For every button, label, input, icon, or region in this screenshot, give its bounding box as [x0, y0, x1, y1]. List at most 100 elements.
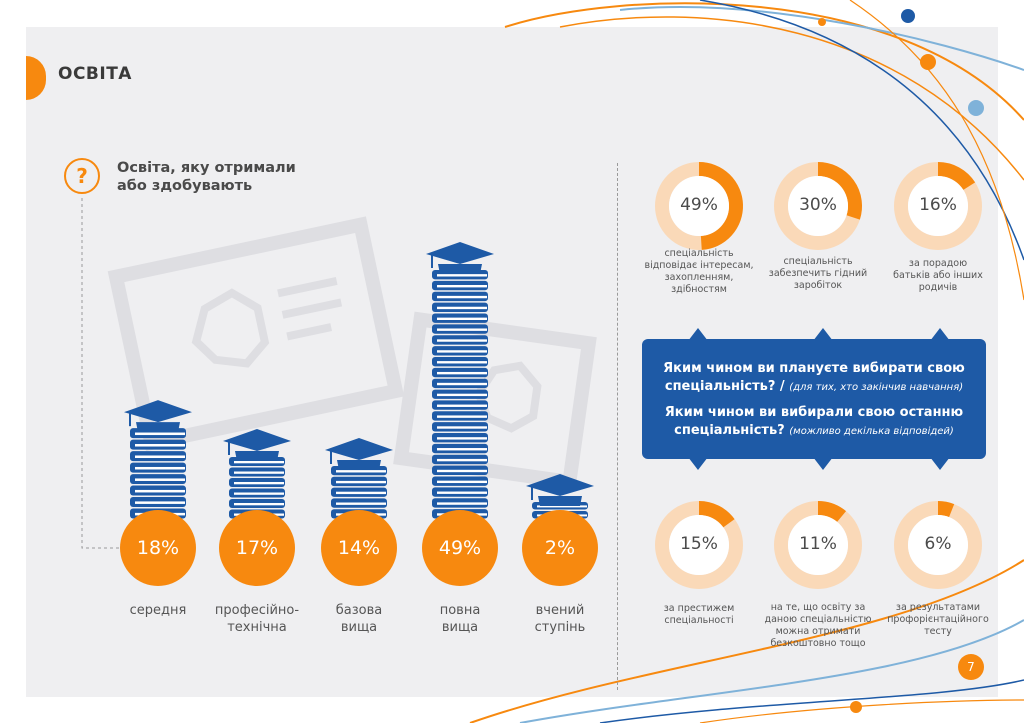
donut-caption: спеціальність забезпечить гідний заробіток [768, 256, 868, 291]
value-circle [120, 510, 196, 586]
donut-caption: спеціальність відповідає інтересам, захопл… [644, 248, 754, 295]
book-page-edge [135, 478, 185, 481]
book-page-edge [437, 458, 487, 462]
donut-1 [655, 162, 743, 250]
donut-caption: за престижем спеціальності [663, 603, 735, 626]
bar-1 [120, 400, 196, 586]
category-label: професійно-технічна [214, 603, 300, 635]
value-circle [422, 510, 498, 586]
book-page-edge [135, 489, 185, 493]
question-box [642, 339, 986, 459]
book-page-edge [437, 285, 487, 288]
book-page-edge [336, 502, 386, 505]
donut-caption: за результатами профорієнтаційного тесту [887, 602, 989, 637]
question-2-text: Яким чином ви вибирали свою останню спец… [664, 405, 964, 438]
donut-slice [698, 501, 735, 528]
bar-3 [321, 438, 397, 586]
book-page-edge [135, 455, 185, 459]
book-page-edge [437, 448, 487, 451]
book-page-edge [437, 371, 487, 375]
book-page-edge [437, 404, 487, 407]
graduation-cap-icon [124, 400, 192, 433]
bar-value-label: 14% [337, 537, 381, 559]
book-page-edge [135, 444, 185, 447]
book-page-edge [437, 274, 487, 277]
value-circle [522, 510, 598, 586]
question-2-note: (можливо декілька відповідей) [789, 426, 954, 437]
bar-value-label: 17% [235, 537, 279, 559]
donut-center [669, 176, 729, 236]
book-page-edge [234, 471, 284, 474]
book-page-edge [437, 480, 487, 484]
graduation-cap-icon [426, 242, 494, 274]
donut-slice [817, 501, 847, 523]
category-label: середня [129, 603, 187, 618]
connector-line [81, 198, 120, 549]
donut-slice [937, 162, 976, 191]
question-1-note: (для тих, хто закінчив навчання) [789, 382, 964, 393]
book-page-edge [437, 491, 487, 494]
value-circle [219, 510, 295, 586]
book-page-edge [437, 426, 487, 429]
donut-value-label: 49% [680, 195, 718, 215]
book-page-edge [234, 481, 284, 485]
bar-value-label: 2% [544, 537, 576, 559]
book-page-edge [135, 432, 185, 436]
donut-5 [774, 501, 862, 589]
donut-2 [774, 162, 862, 250]
category-label: базова вища [335, 603, 383, 635]
book-page-edge [437, 328, 487, 331]
book-page-edge [437, 339, 487, 342]
donut-center [788, 176, 848, 236]
graduation-cap-icon [223, 429, 291, 461]
bar-2 [219, 429, 295, 586]
book-page-edge [234, 502, 284, 506]
book-page-edge [437, 295, 487, 299]
donut-slice [817, 162, 862, 220]
title-accent-tab [26, 56, 46, 100]
donut-6 [894, 501, 982, 589]
question-1-text: Яким чином ви плануєте вибирати свою спе… [663, 361, 965, 394]
donut-value-label: 11% [799, 534, 837, 554]
book-page-edge [135, 466, 185, 470]
book-page-edge [437, 350, 487, 353]
book-page-edge [336, 470, 386, 473]
section-divider [617, 163, 618, 690]
donut-center [669, 515, 729, 575]
book-page-edge [437, 415, 487, 418]
question-1: Яким чином ви плануєте вибирати свою спе… [642, 360, 986, 397]
donut-4 [655, 501, 743, 589]
donut-caption: на те, що освіту за даною спеціальністю мо… [764, 602, 872, 649]
book-page-edge [437, 469, 487, 473]
bar-5 [522, 474, 598, 586]
page-number: 7 [958, 654, 984, 680]
book-page-edge [437, 361, 487, 364]
bar-4 [422, 242, 498, 586]
category-label: вчений ступінь [534, 603, 586, 635]
bar-value-label: 49% [438, 537, 482, 559]
bar-value-label: 18% [136, 537, 180, 559]
donut-value-label: 6% [924, 534, 952, 554]
donut-slice [698, 162, 743, 250]
book-page-edge [437, 306, 487, 310]
donut-value-label: 15% [680, 534, 718, 554]
question-mark-icon: ? [64, 158, 100, 194]
page-title: ОСВІТА [58, 64, 132, 84]
book-page-edge [234, 460, 284, 464]
donut-caption: за порадою батьків або інших родичів [893, 258, 983, 293]
book-page-edge [437, 393, 487, 397]
book-page-edge [437, 317, 487, 320]
book-page-edge [234, 492, 284, 495]
donut-center [908, 176, 968, 236]
book-page-edge [336, 491, 386, 495]
graduation-cap-icon [325, 438, 393, 470]
donut-center [908, 515, 968, 575]
question-2: Яким чином ви вибирали свою останню спец… [642, 404, 986, 441]
book-page-edge [135, 501, 185, 504]
donut-value-label: 16% [919, 195, 957, 215]
book-page-edge [537, 505, 587, 508]
book-page-edge [437, 437, 487, 440]
value-circle [321, 510, 397, 586]
